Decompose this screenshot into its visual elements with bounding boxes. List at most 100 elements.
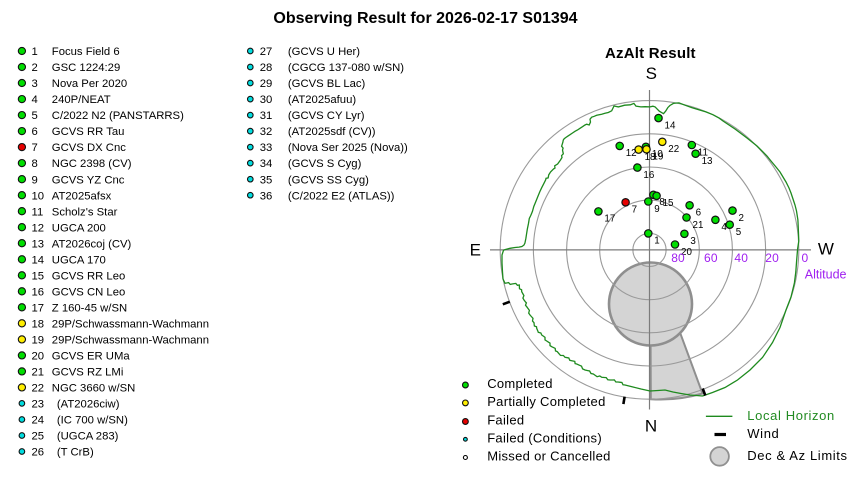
svg-text:29: 29 — [260, 78, 273, 90]
svg-text:(AT2026ciw): (AT2026ciw) — [57, 399, 120, 411]
svg-text:14: 14 — [32, 254, 45, 266]
svg-text:Completed: Completed — [487, 376, 553, 391]
svg-text:E: E — [470, 241, 481, 260]
svg-text:(Nova Ser 2025 (Nova)): (Nova Ser 2025 (Nova)) — [288, 142, 408, 154]
svg-text:(AT2025sdf (CV)): (AT2025sdf (CV)) — [288, 126, 376, 138]
svg-text:Local Horizon: Local Horizon — [747, 408, 835, 423]
svg-text:10: 10 — [32, 190, 45, 202]
svg-text:20: 20 — [765, 251, 779, 265]
svg-text:Dec & Az Limits: Dec & Az Limits — [747, 448, 847, 463]
svg-text:Missed or Cancelled: Missed or Cancelled — [487, 449, 610, 464]
svg-text:NGC 3660 w/SN: NGC 3660 w/SN — [52, 383, 136, 395]
svg-text:Partially Completed: Partially Completed — [487, 394, 605, 409]
svg-text:240P/NEAT: 240P/NEAT — [52, 94, 111, 106]
svg-text:(AT2025afuu): (AT2025afuu) — [288, 94, 356, 106]
svg-text:(CGCG 137-080 w/SN): (CGCG 137-080 w/SN) — [288, 62, 404, 74]
svg-text:Z 160-45 w/SN: Z 160-45 w/SN — [52, 302, 127, 314]
svg-text:29P/Schwassmann-Wachmann: 29P/Schwassmann-Wachmann — [52, 318, 209, 330]
svg-text:Failed: Failed — [487, 413, 524, 428]
svg-text:GCVS RZ LMi: GCVS RZ LMi — [52, 367, 124, 379]
svg-text:Failed (Conditions): Failed (Conditions) — [487, 430, 602, 445]
svg-text:35: 35 — [260, 174, 273, 186]
svg-text:(C/2022 E2 (ATLAS)): (C/2022 E2 (ATLAS)) — [288, 190, 395, 202]
svg-text:22: 22 — [32, 383, 45, 395]
svg-text:23: 23 — [32, 399, 45, 411]
svg-text:UGCA 170: UGCA 170 — [52, 254, 106, 266]
svg-text:1: 1 — [654, 236, 659, 247]
svg-text:60: 60 — [704, 251, 718, 265]
svg-text:4: 4 — [32, 94, 38, 106]
svg-text:GCVS CN Leo: GCVS CN Leo — [52, 286, 125, 298]
svg-text:3: 3 — [32, 78, 38, 90]
svg-text:80: 80 — [671, 251, 685, 265]
svg-text:(IC 700 w/SN): (IC 700 w/SN) — [57, 415, 128, 427]
svg-text:Scholz's Star: Scholz's Star — [52, 206, 118, 218]
svg-text:36: 36 — [260, 190, 273, 202]
svg-text:2: 2 — [32, 62, 38, 74]
svg-text:10: 10 — [652, 149, 663, 160]
svg-text:27: 27 — [260, 46, 273, 58]
svg-text:GCVS DX Cnc: GCVS DX Cnc — [52, 142, 126, 154]
svg-text:19: 19 — [653, 152, 664, 163]
svg-text:Observing Result for 2026-02-1: Observing Result for 2026-02-17 S01394 — [273, 10, 577, 27]
svg-text:4: 4 — [721, 222, 727, 233]
svg-text:GCVS RR Leo: GCVS RR Leo — [52, 270, 125, 282]
svg-text:Altitude: Altitude — [805, 268, 847, 282]
svg-text:33: 33 — [260, 142, 273, 154]
svg-text:AT2025afsx: AT2025afsx — [52, 190, 112, 202]
svg-text:(T CrB): (T CrB) — [57, 447, 94, 459]
svg-text:9: 9 — [32, 174, 38, 186]
svg-text:18: 18 — [32, 318, 45, 330]
svg-text:GCVS ER UMa: GCVS ER UMa — [52, 351, 131, 363]
svg-text:1: 1 — [32, 46, 38, 58]
svg-text:40: 40 — [734, 251, 748, 265]
svg-text:NGC 2398 (CV): NGC 2398 (CV) — [52, 158, 132, 170]
svg-text:26: 26 — [32, 447, 45, 459]
svg-text:6: 6 — [696, 208, 702, 219]
svg-text:9: 9 — [654, 204, 659, 215]
svg-text:20: 20 — [32, 351, 45, 363]
svg-text:GCVS RR Tau: GCVS RR Tau — [52, 126, 125, 138]
svg-text:29P/Schwassmann-Wachmann: 29P/Schwassmann-Wachmann — [52, 335, 209, 347]
svg-text:12: 12 — [626, 148, 637, 159]
svg-text:2: 2 — [739, 213, 744, 224]
svg-text:Nova Per 2020: Nova Per 2020 — [52, 78, 127, 90]
svg-text:S: S — [646, 64, 657, 83]
svg-text:5: 5 — [32, 110, 38, 122]
svg-text:GSC 1224:29: GSC 1224:29 — [52, 62, 120, 74]
svg-text:16: 16 — [643, 170, 654, 181]
svg-text:(GCVS BL Lac): (GCVS BL Lac) — [288, 78, 366, 90]
svg-text:GCVS YZ Cnc: GCVS YZ Cnc — [52, 174, 125, 186]
svg-text:6: 6 — [32, 126, 38, 138]
svg-text:(UGCA 283): (UGCA 283) — [57, 431, 119, 443]
svg-text:18: 18 — [645, 152, 656, 163]
svg-text:21: 21 — [693, 220, 704, 231]
svg-text:24: 24 — [32, 415, 45, 427]
svg-text:28: 28 — [260, 62, 273, 74]
svg-text:22: 22 — [668, 144, 679, 155]
svg-text:N: N — [645, 417, 657, 436]
svg-text:11: 11 — [32, 206, 44, 218]
svg-text:7: 7 — [32, 142, 38, 154]
svg-text:13: 13 — [702, 156, 713, 167]
svg-text:16: 16 — [32, 286, 45, 298]
svg-text:8: 8 — [32, 158, 38, 170]
svg-text:32: 32 — [260, 126, 273, 138]
svg-text:AzAlt Result: AzAlt Result — [605, 45, 696, 62]
svg-text:5: 5 — [736, 227, 742, 238]
svg-text:UGCA 200: UGCA 200 — [52, 222, 106, 234]
svg-text:17: 17 — [32, 302, 45, 314]
svg-text:(GCVS CY Lyr): (GCVS CY Lyr) — [288, 110, 365, 122]
svg-text:0: 0 — [802, 251, 809, 265]
svg-text:Wind: Wind — [747, 426, 779, 441]
svg-text:(GCVS U Her): (GCVS U Her) — [288, 46, 360, 58]
svg-text:30: 30 — [260, 94, 273, 106]
svg-text:7: 7 — [632, 205, 637, 216]
svg-text:(GCVS SS Cyg): (GCVS SS Cyg) — [288, 174, 369, 186]
svg-text:25: 25 — [32, 431, 45, 443]
svg-text:11: 11 — [698, 147, 708, 158]
svg-text:Focus Field 6: Focus Field 6 — [52, 46, 120, 58]
svg-text:(GCVS S Cyg): (GCVS S Cyg) — [288, 158, 362, 170]
svg-text:C/2022 N2 (PANSTARRS): C/2022 N2 (PANSTARRS) — [52, 110, 184, 122]
svg-text:13: 13 — [32, 238, 45, 250]
